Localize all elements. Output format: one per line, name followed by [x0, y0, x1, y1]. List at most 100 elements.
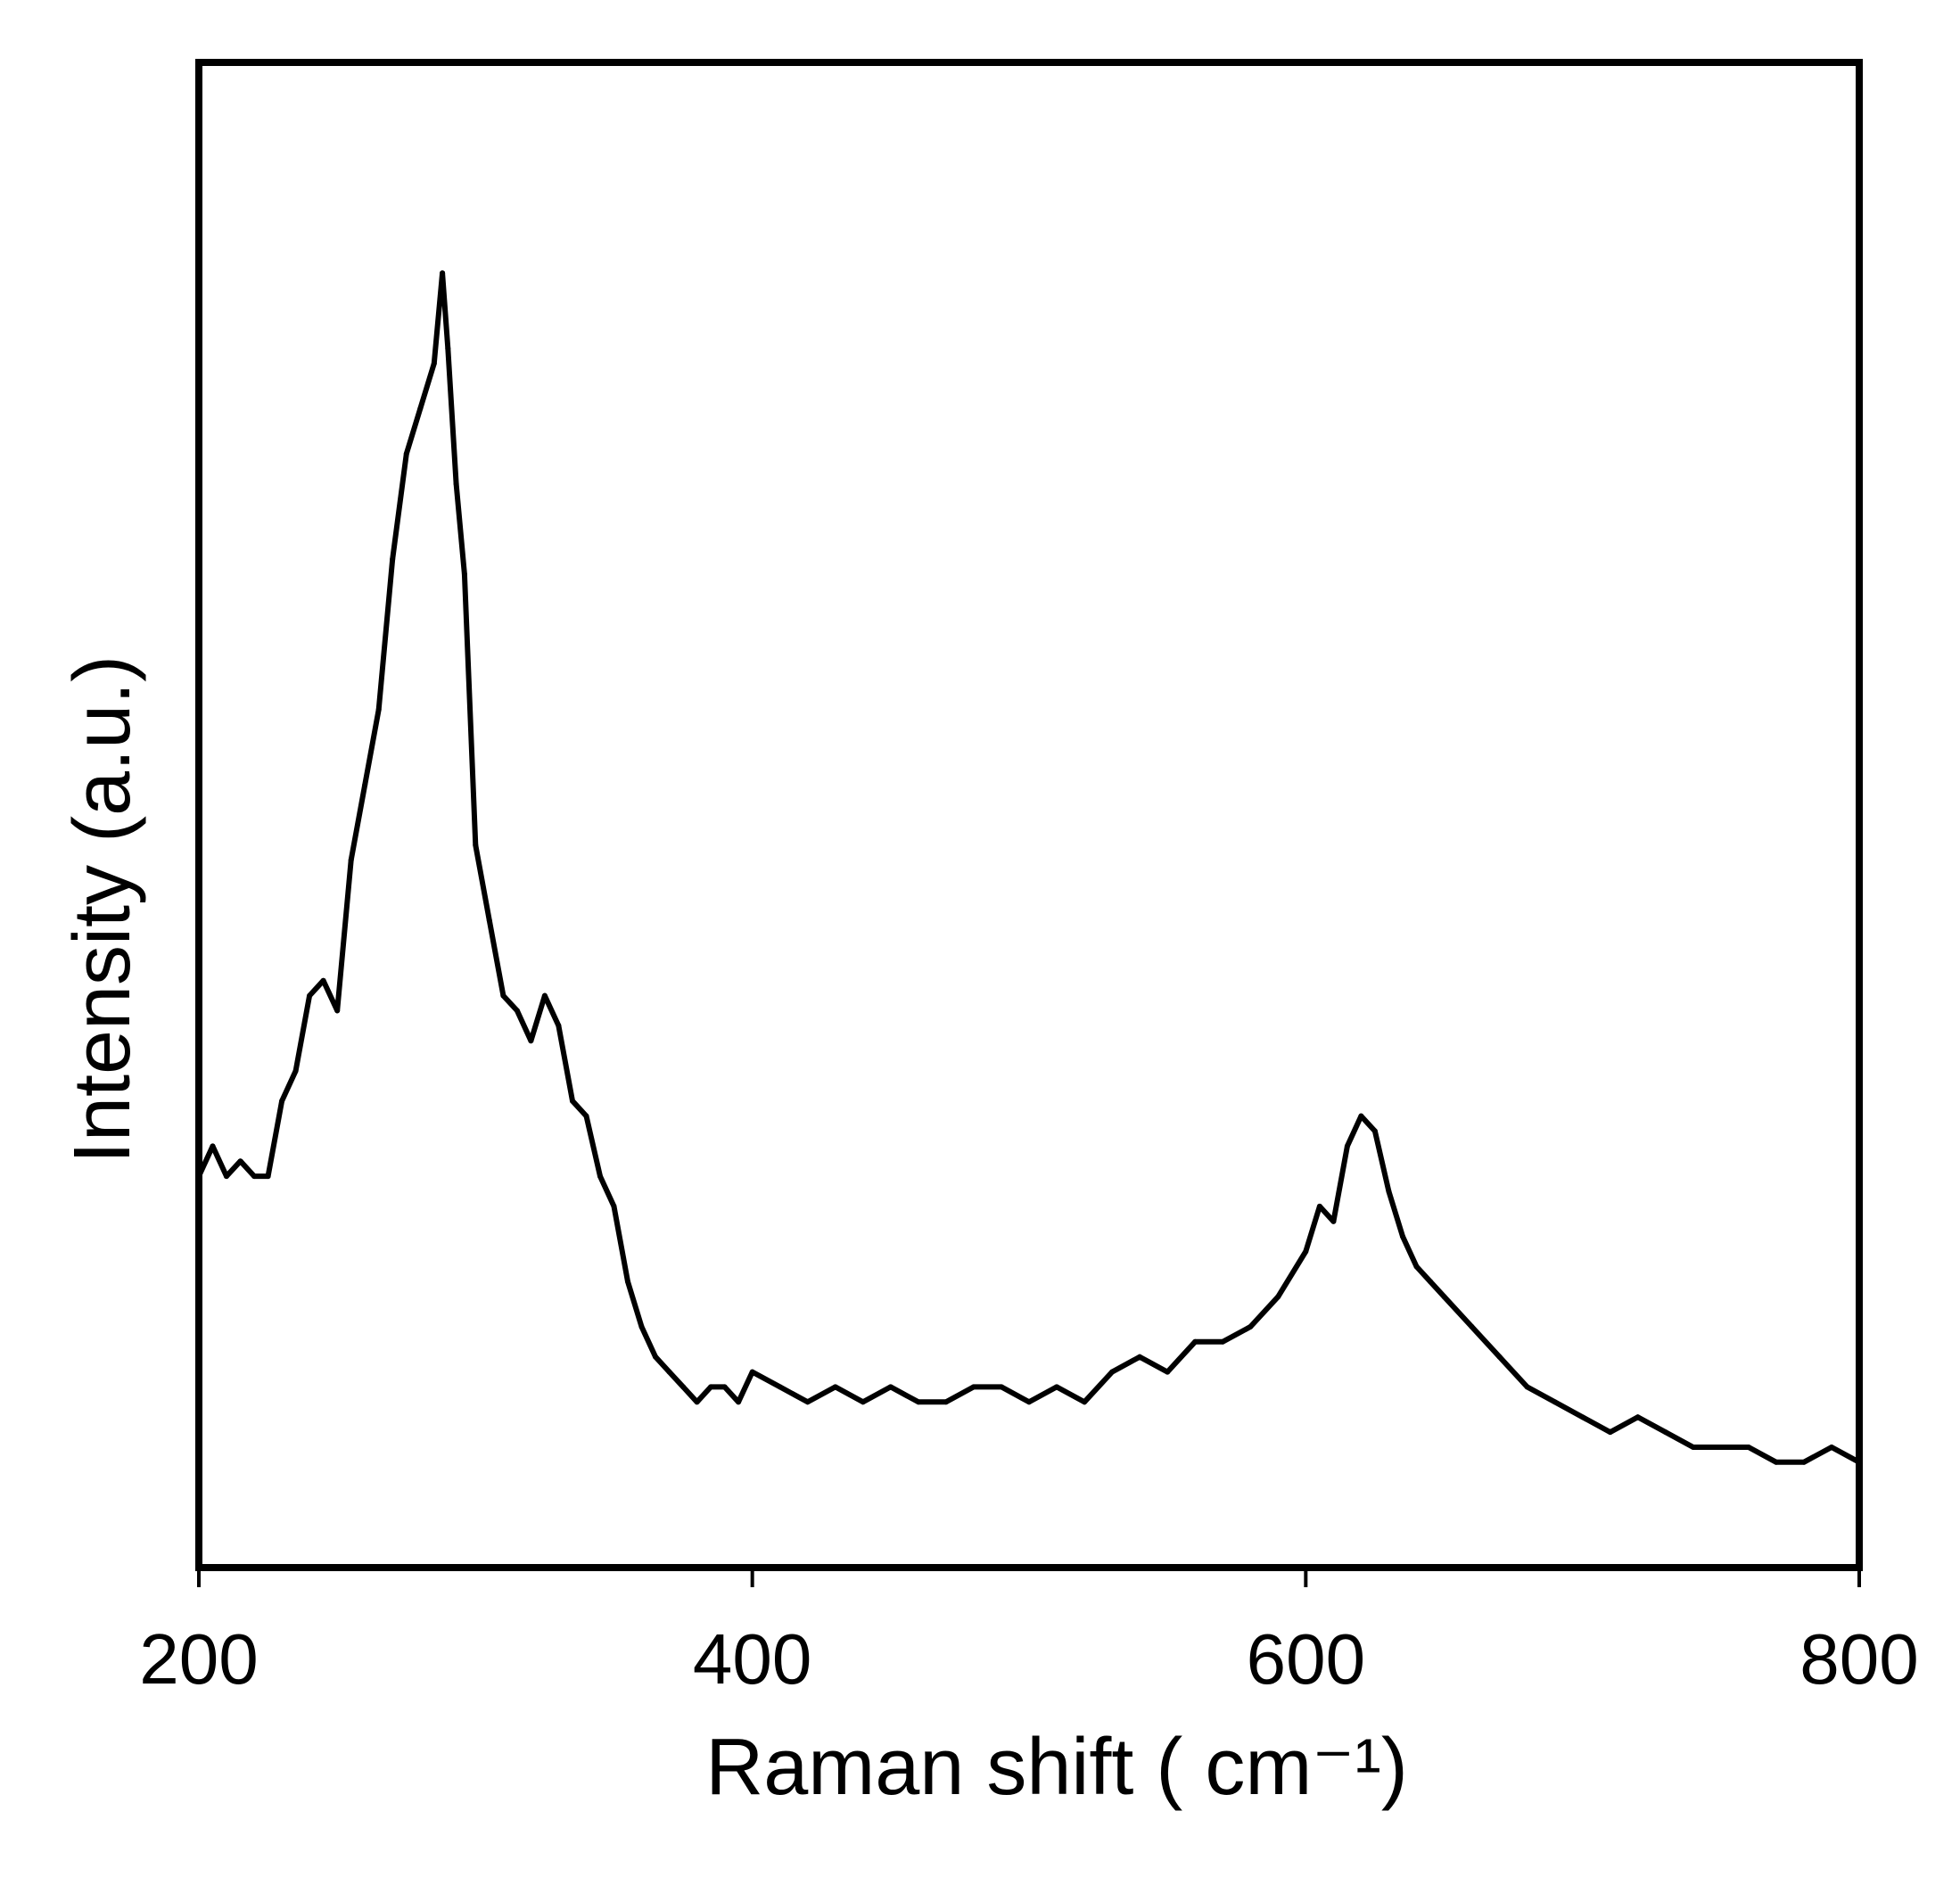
- data-point: [417, 406, 424, 412]
- data-point: [1829, 1445, 1834, 1450]
- data-point: [237, 1158, 243, 1165]
- data-point: [653, 1354, 659, 1360]
- x-tick-label: 600: [1247, 1619, 1365, 1699]
- data-point: [777, 1384, 783, 1390]
- data-point: [279, 1098, 285, 1104]
- data-point: [1275, 1294, 1281, 1300]
- data-point: [1524, 1384, 1530, 1390]
- data-point: [1109, 1369, 1116, 1375]
- data-point: [1800, 1459, 1807, 1465]
- data-point: [500, 992, 506, 999]
- data-point: [680, 1384, 687, 1390]
- data-point: [943, 1399, 949, 1405]
- data-point: [461, 571, 467, 577]
- data-point: [210, 1143, 216, 1149]
- data-point: [440, 270, 446, 276]
- x-axis-ticks: 200 400 600 800: [139, 1568, 1919, 1699]
- data-point: [514, 1008, 520, 1014]
- data-point: [832, 1384, 838, 1390]
- data-point: [570, 1098, 575, 1104]
- data-point: [1441, 1294, 1447, 1300]
- data-point: [1428, 1279, 1433, 1285]
- data-point: [694, 1399, 700, 1405]
- data-point: [1386, 1189, 1392, 1194]
- data-point: [320, 977, 326, 984]
- data-point: [1220, 1338, 1226, 1345]
- data-point: [749, 1369, 755, 1375]
- data-point: [390, 556, 396, 562]
- data-point: [1717, 1445, 1724, 1450]
- data-point: [486, 918, 492, 924]
- data-point: [1165, 1369, 1171, 1375]
- data-point: [403, 450, 409, 457]
- data-point: [251, 1173, 258, 1180]
- data-point: [736, 1399, 742, 1405]
- data-point: [1690, 1445, 1696, 1450]
- data-point: [1137, 1354, 1143, 1360]
- x-axis-label: Raman shift ( cm⁻¹): [705, 1723, 1408, 1812]
- data-point: [528, 1038, 534, 1044]
- data-point: [638, 1323, 645, 1330]
- data-point: [915, 1399, 921, 1405]
- data-point: [1552, 1399, 1558, 1405]
- data-point: [196, 1173, 202, 1180]
- data-point: [375, 706, 382, 712]
- data-point: [1371, 1128, 1378, 1134]
- data-point: [804, 1399, 811, 1405]
- data-point: [583, 1113, 589, 1119]
- data-point: [1054, 1384, 1059, 1390]
- data-point: [453, 481, 459, 487]
- data-point: [1316, 1203, 1322, 1209]
- data-point: [445, 345, 451, 351]
- data-point: [431, 360, 437, 366]
- data-point: [473, 842, 479, 848]
- data-point: [1496, 1354, 1503, 1360]
- data-point: [1635, 1414, 1641, 1420]
- data-point: [1026, 1399, 1032, 1405]
- data-point: [708, 1384, 714, 1390]
- data-point: [1745, 1445, 1751, 1450]
- x-tick-label: 800: [1799, 1619, 1918, 1699]
- data-points: [196, 270, 1862, 1465]
- data-point: [1082, 1399, 1088, 1405]
- data-point: [625, 1279, 630, 1285]
- data-point: [666, 1369, 672, 1375]
- data-point: [1330, 1218, 1337, 1224]
- data-point: [611, 1203, 617, 1209]
- data-point: [1400, 1233, 1405, 1239]
- data-point: [541, 992, 548, 999]
- data-point: [556, 1023, 562, 1029]
- x-tick-label: 400: [693, 1619, 811, 1699]
- data-point: [1773, 1459, 1779, 1465]
- data-point: [1413, 1264, 1420, 1270]
- data-point: [1248, 1323, 1254, 1330]
- data-point: [224, 1173, 229, 1180]
- data-point: [1857, 1459, 1862, 1465]
- data-point: [970, 1384, 976, 1390]
- data-point: [887, 1384, 894, 1390]
- data-point: [1607, 1429, 1613, 1436]
- data-point: [1579, 1414, 1585, 1420]
- data-point: [721, 1384, 728, 1390]
- y-axis-label: Intensity (a.u.): [58, 655, 147, 1164]
- data-point: [999, 1384, 1004, 1390]
- data-point: [348, 857, 354, 863]
- series-line: [196, 270, 1862, 1465]
- data-point: [1192, 1338, 1198, 1345]
- data-point: [597, 1173, 603, 1180]
- data-point: [307, 992, 313, 999]
- data-point: [1358, 1113, 1364, 1119]
- data-point: [334, 1008, 341, 1014]
- x-tick-label: 200: [139, 1619, 258, 1699]
- data-point: [292, 1068, 299, 1074]
- plot-frame: [195, 59, 1863, 1571]
- data-point: [265, 1173, 271, 1180]
- data-point: [1469, 1323, 1475, 1330]
- data-point: [860, 1399, 866, 1405]
- data-point: [1662, 1429, 1668, 1436]
- data-point: [362, 782, 368, 788]
- data-point: [1344, 1143, 1350, 1149]
- data-point: [1303, 1248, 1309, 1255]
